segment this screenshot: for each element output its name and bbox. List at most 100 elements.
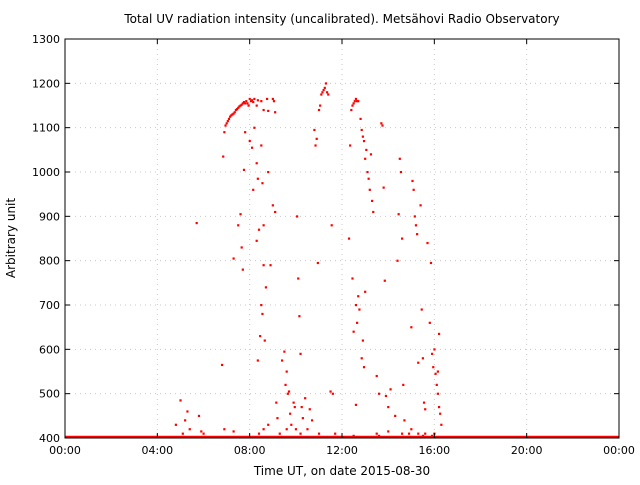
data-point [179, 399, 182, 402]
data-point [197, 414, 201, 418]
data-point [242, 168, 246, 171]
data-point [267, 109, 270, 113]
data-point [436, 392, 439, 395]
data-point [267, 171, 270, 174]
data-point [263, 339, 266, 342]
data-point [225, 122, 228, 125]
data-point [269, 264, 272, 267]
data-point [247, 104, 250, 107]
data-point [262, 264, 265, 267]
data-point [232, 257, 235, 260]
data-point [353, 100, 356, 103]
data-point [222, 155, 225, 158]
data-point [357, 295, 360, 298]
data-point [255, 239, 258, 242]
data-point [437, 405, 441, 409]
data-point [421, 357, 424, 360]
data-point [287, 390, 291, 393]
data-point [313, 128, 316, 132]
y-tick-label: 800 [39, 255, 60, 268]
grid-lines [65, 39, 619, 438]
data-point [250, 146, 254, 149]
data-point [325, 91, 329, 94]
data-point [436, 370, 439, 373]
x-tick-label: 04:00 [141, 444, 173, 457]
data-point [398, 157, 401, 160]
data-point [411, 179, 414, 183]
data-point [274, 210, 277, 214]
data-point [350, 108, 353, 112]
data-point [384, 394, 388, 398]
data-point [377, 392, 381, 395]
data-point [377, 434, 381, 437]
data-point [402, 383, 405, 386]
data-point [248, 97, 251, 101]
x-tick-label: 00:00 [603, 444, 635, 457]
data-point [280, 359, 284, 362]
data-point [357, 100, 360, 103]
data-point [401, 432, 404, 435]
data-point [432, 366, 435, 369]
data-point [394, 414, 397, 418]
data-point [316, 261, 319, 265]
data-point [278, 432, 281, 435]
y-tick-label: 1200 [32, 77, 60, 90]
data-point [195, 221, 198, 225]
data-point [285, 428, 288, 431]
data-point [264, 286, 268, 289]
y-tick-label: 600 [39, 343, 60, 356]
data-point [239, 104, 242, 107]
data-point [413, 215, 416, 218]
data-point [286, 392, 289, 395]
data-point [368, 188, 371, 191]
data-point [389, 388, 392, 391]
data-point [300, 405, 303, 409]
data-point [401, 237, 404, 240]
data-point [299, 432, 302, 435]
data-point [330, 224, 333, 227]
data-point [364, 157, 367, 160]
data-point [358, 308, 361, 311]
data-point [202, 432, 205, 435]
data-point [241, 102, 244, 105]
data-point [399, 171, 403, 174]
data-point [257, 432, 261, 435]
y-tick-label: 1300 [32, 33, 60, 46]
data-point [369, 153, 373, 156]
y-tick-label: 1100 [32, 122, 60, 135]
data-point [293, 405, 296, 409]
data-point [244, 131, 247, 134]
data-point [283, 350, 286, 353]
data-point [267, 423, 270, 426]
data-point [223, 428, 226, 431]
data-point [271, 97, 274, 101]
data-point [329, 390, 332, 393]
data-point [306, 428, 309, 431]
data-point [200, 430, 203, 433]
data-point [322, 88, 325, 92]
data-point [320, 93, 323, 96]
plot-frame [64, 38, 620, 439]
data-point [371, 199, 374, 203]
x-tick-label: 08:00 [234, 444, 266, 457]
data-point [349, 144, 352, 147]
data-point [230, 114, 233, 117]
data-point [382, 186, 385, 189]
data-point [255, 104, 258, 107]
x-tick-label: 12:00 [326, 444, 358, 457]
data-point [321, 91, 324, 94]
data-point [256, 177, 259, 180]
data-point [351, 277, 354, 280]
data-point [248, 139, 251, 143]
data-point [380, 122, 383, 125]
data-point [422, 401, 426, 404]
data-point [439, 412, 442, 415]
data-point [434, 372, 437, 375]
data-point [240, 103, 243, 106]
data-point [272, 100, 276, 103]
data-point [284, 383, 287, 386]
data-point [262, 428, 265, 431]
data-point [184, 419, 187, 422]
data-point [223, 131, 226, 134]
